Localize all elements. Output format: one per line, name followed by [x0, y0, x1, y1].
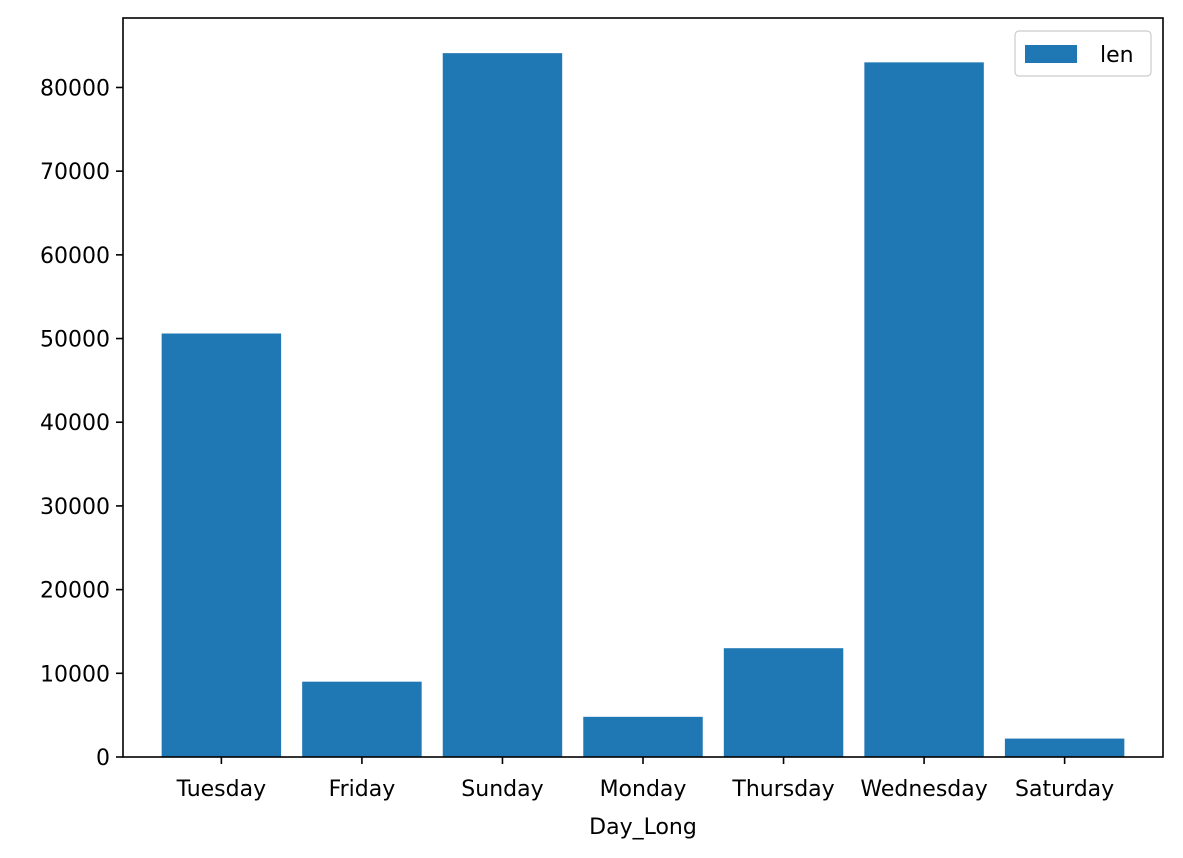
bar-thursday — [723, 648, 844, 757]
y-tick-label: 10000 — [40, 662, 110, 687]
y-tick-label: 40000 — [40, 411, 110, 436]
bars-group — [161, 53, 1125, 757]
legend-swatch — [1025, 45, 1077, 63]
legend-box — [1014, 30, 1152, 77]
bar-sunday — [442, 53, 563, 757]
y-tick-label: 70000 — [40, 160, 110, 185]
bar-saturday — [1004, 738, 1125, 757]
y-tick-label: 0 — [96, 746, 110, 771]
x-tick-label-tuesday: Tuesday — [176, 777, 267, 802]
bar-monday — [583, 716, 703, 757]
x-tick-label-sunday: Sunday — [461, 777, 543, 802]
legend: len — [1014, 30, 1152, 77]
x-axis-label: Day_Long — [589, 815, 697, 840]
legend-label: len — [1100, 43, 1134, 68]
x-tick-label-wednesday: Wednesday — [860, 777, 987, 802]
x-tick-label-saturday: Saturday — [1015, 777, 1114, 802]
x-axis-ticks: Tuesday Friday Sunday Monday Thursday Wednesd… — [176, 757, 1114, 802]
bar-wednesday — [864, 62, 984, 757]
y-tick-label: 80000 — [40, 76, 110, 101]
bar-friday — [302, 681, 422, 757]
y-tick-label: 50000 — [40, 328, 110, 353]
y-axis-ticks: 0 10000 20000 30000 40000 50000 60000 70000 8000… — [40, 76, 123, 771]
y-tick-label: 30000 — [40, 495, 110, 520]
x-tick-label-friday: Friday — [329, 777, 396, 802]
x-tick-label-monday: Monday — [600, 777, 687, 802]
bar-tuesday — [161, 333, 282, 757]
y-tick-label: 20000 — [40, 579, 110, 604]
y-tick-label: 60000 — [40, 244, 110, 269]
plot-frame — [122, 17, 1164, 758]
x-tick-label-thursday: Thursday — [731, 777, 834, 802]
